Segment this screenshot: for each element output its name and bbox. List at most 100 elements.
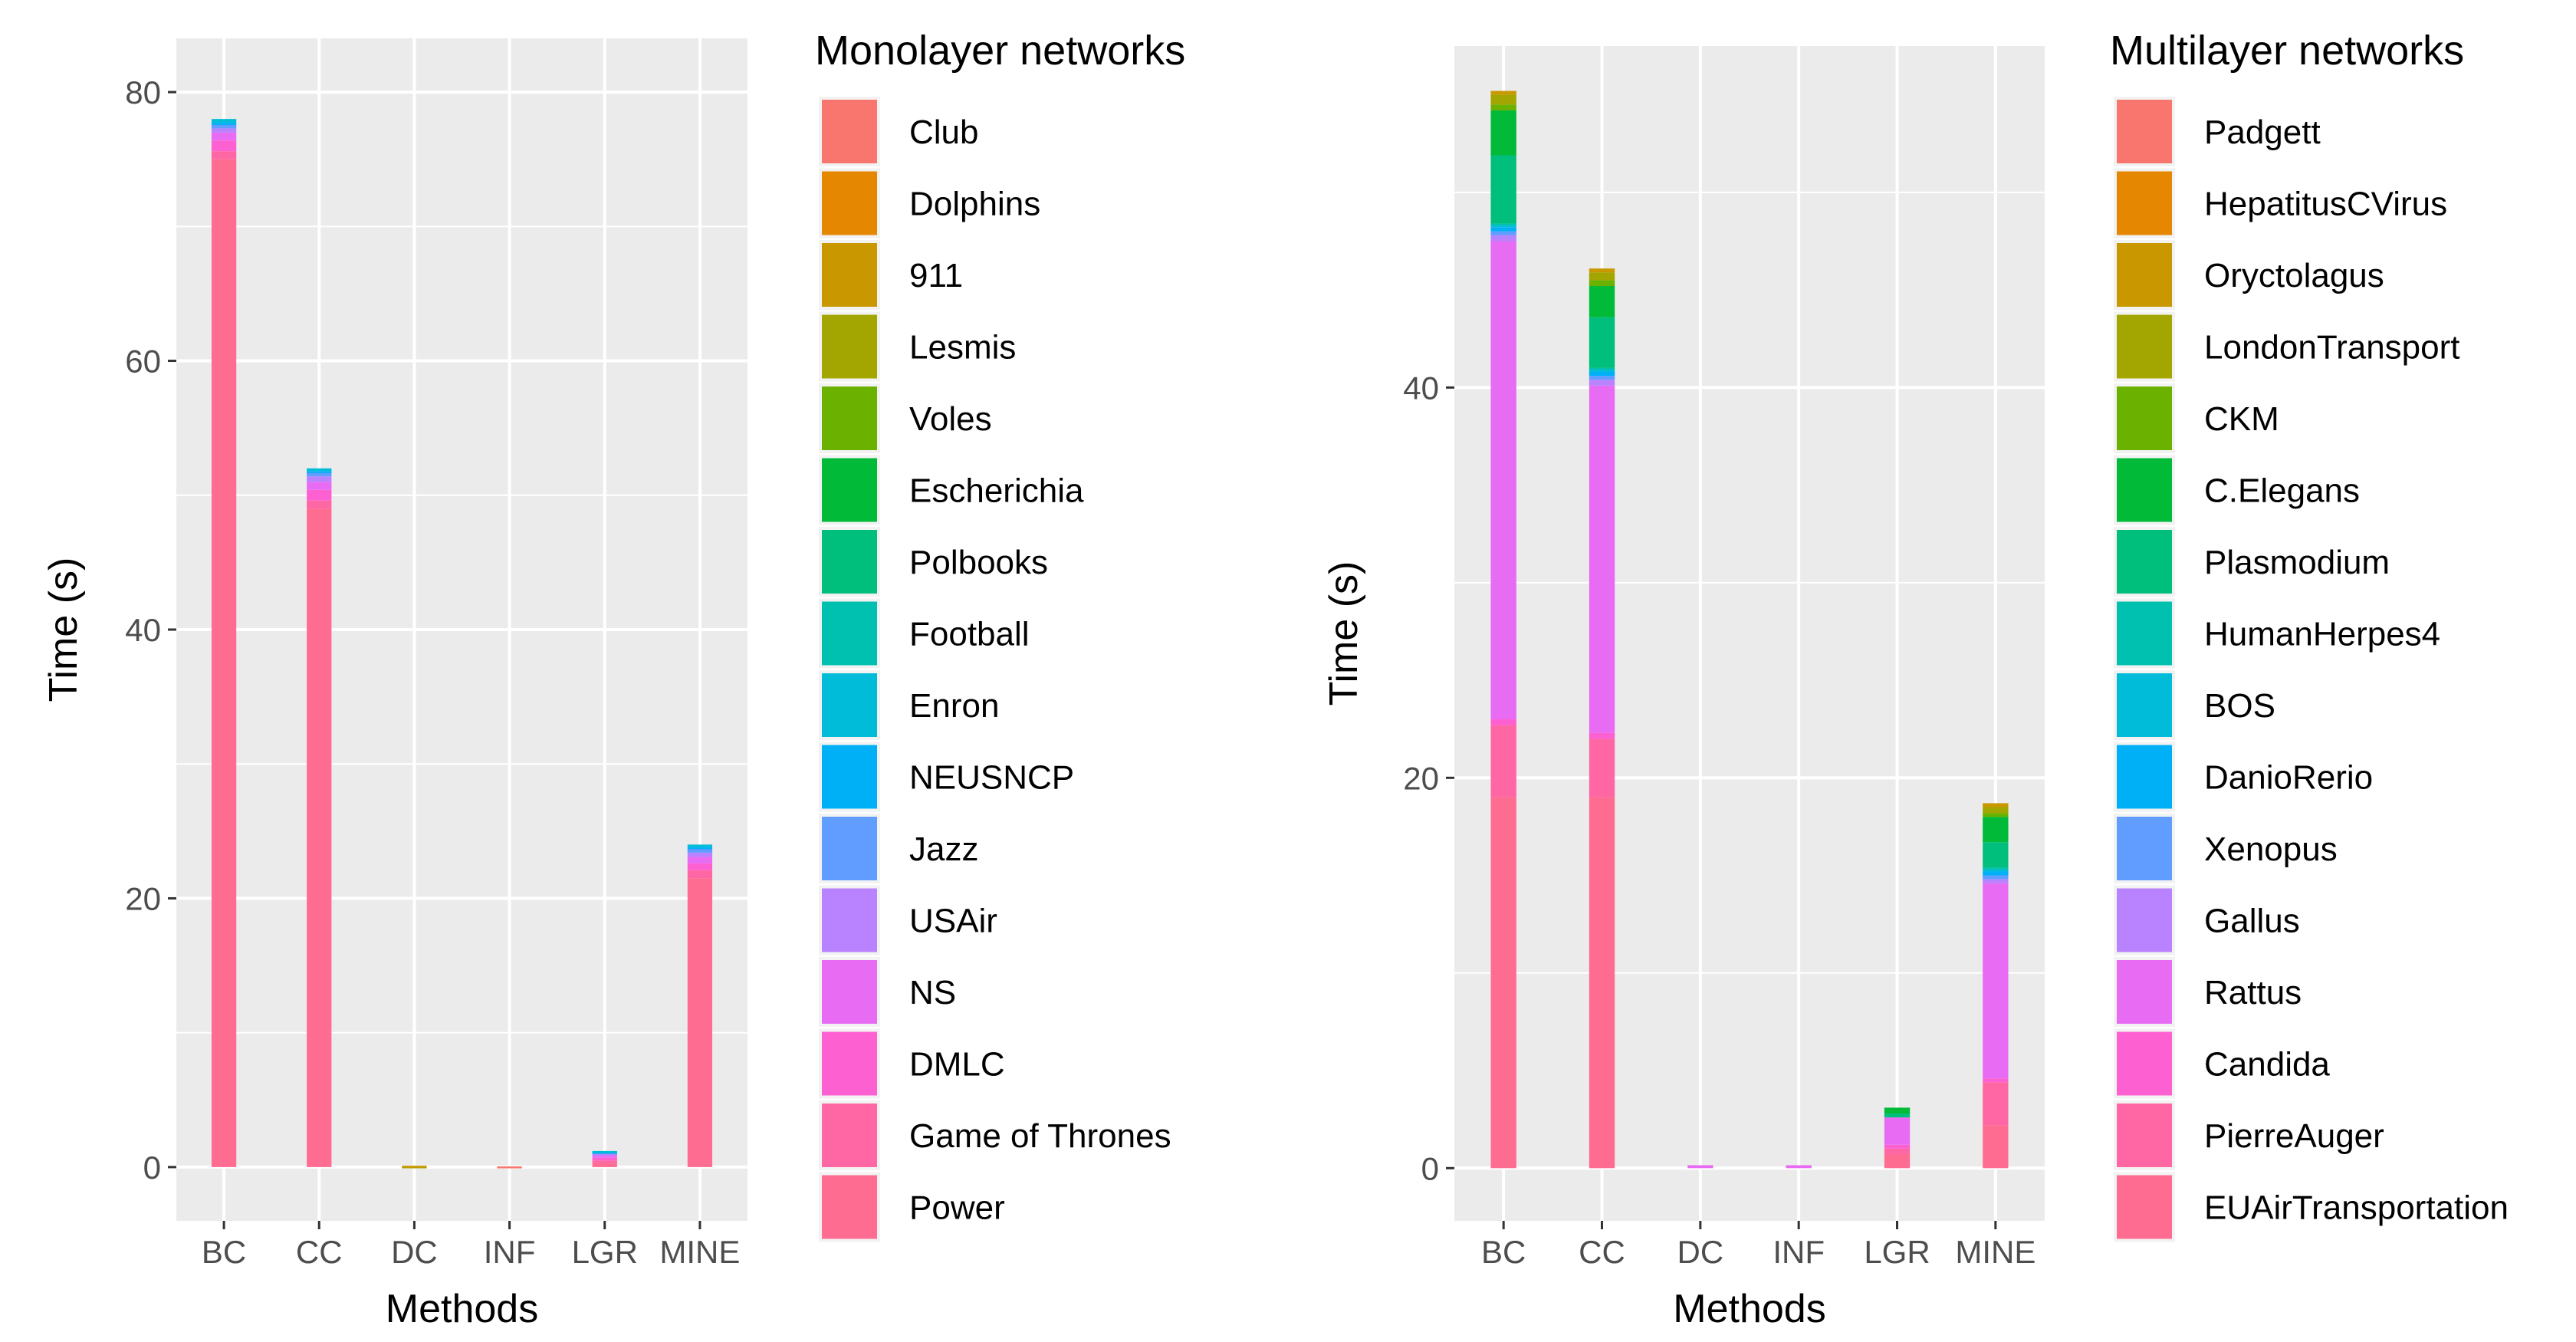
legend-swatch [822, 1031, 877, 1096]
bar-segment-bc-usair [211, 128, 237, 133]
legend-label: Football [909, 616, 1030, 653]
bar-segment-lgr-c-elegans [1884, 1107, 1911, 1114]
legend-label: Voles [909, 400, 992, 438]
x-tick-label: DC [391, 1234, 438, 1270]
bar-segment-bc-jazz [211, 124, 237, 129]
bar-segment-mine-jazz [687, 848, 713, 853]
legend-label: NEUSNCP [909, 759, 1074, 797]
bar-segment-cc-c-elegans [1589, 286, 1615, 317]
legend-label: Enron [909, 687, 999, 725]
plot-background [1454, 46, 2045, 1221]
legend-label: EUAirTransportation [2204, 1189, 2509, 1227]
bar-segment-cc-euairtransportation [1589, 797, 1615, 1169]
bar-segment-lgr-dmlc [592, 1157, 617, 1161]
bar-segment-mine-xenopus [1983, 875, 2009, 880]
bar-segment-cc-neusncp [307, 471, 332, 473]
x-tick-label: CC [1579, 1234, 1625, 1270]
x-tick-label: INF [484, 1234, 536, 1270]
legend-label: Rattus [2204, 974, 2302, 1011]
legend-swatch [822, 100, 877, 163]
multilayer-legend: Multilayer networks Padgett HepatitusCViru… [2110, 28, 2509, 1242]
bar-segment-cc-plasmodium [1589, 317, 1615, 368]
bar-segment-cc-usair [307, 476, 332, 482]
bar-segment-bc-c-elegans [1490, 110, 1516, 156]
y-axis-title: Time (s) [1322, 561, 1366, 706]
bar-segment-mine-oryctolagus [1983, 803, 2009, 808]
bar-segment-mine-enron [687, 844, 713, 847]
legend-swatch [2117, 1104, 2172, 1167]
legend-label: C.Elegans [2204, 472, 2360, 510]
legend-swatch [2117, 1031, 2172, 1096]
legend-swatch [822, 530, 877, 594]
x-axis-title: Methods [1673, 1287, 1825, 1331]
legend-swatch [2117, 673, 2172, 737]
legend-label: LondonTransport [2204, 329, 2459, 367]
legend-swatch [822, 601, 877, 666]
legend-label: Gallus [2204, 903, 2300, 940]
y-tick-label: 60 [125, 344, 161, 380]
bar-segment-dc-rattus [1687, 1165, 1714, 1169]
legend-swatch [822, 673, 877, 737]
bar-segment-bc-game-of-thrones [211, 151, 237, 160]
bar-segment-lgr-usair [592, 1153, 617, 1156]
bar-segment-cc-londontransport [1589, 272, 1615, 281]
legend-title: Multilayer networks [2110, 28, 2464, 74]
bar-segment-bc-gallus [1490, 235, 1516, 242]
y-tick-label: 0 [1421, 1150, 1439, 1186]
bar-segment-lgr-power [592, 1163, 617, 1167]
y-tick-label: 0 [143, 1150, 161, 1186]
legend-label: Lesmis [909, 329, 1016, 367]
legend-swatch [822, 1104, 877, 1167]
bar-segment-cc-pierreauger [1589, 738, 1615, 798]
y-tick-label: 40 [125, 612, 161, 648]
legend-swatch [822, 1175, 877, 1239]
bar-segment-mine-ns [687, 857, 713, 863]
bar-segment-cc-rattus [1589, 385, 1615, 733]
bar-segment-bc-candida [1490, 719, 1516, 725]
bar-segment-cc-gallus [1589, 380, 1615, 386]
bar-segment-lgr-candida [1884, 1144, 1911, 1149]
legend-label: PierreAuger [2204, 1117, 2384, 1155]
bar-segment-bc-enron [211, 119, 237, 123]
legend-swatch [822, 745, 877, 809]
y-axis-title: Time (s) [41, 558, 86, 702]
bar-segment-cc-game-of-thrones [307, 500, 332, 509]
bar-segment-cc-ns [307, 482, 332, 490]
legend-swatch [822, 458, 877, 522]
x-tick-label: LGR [572, 1234, 638, 1270]
bar-segment-lgr-euairtransportation [1884, 1154, 1911, 1169]
legend-swatch [2117, 458, 2172, 522]
legend-swatch [2117, 1175, 2172, 1239]
x-tick-label: BC [202, 1234, 246, 1270]
bar-segment-cc-power [307, 508, 332, 1167]
bar-segment-cc-candida [1589, 732, 1615, 739]
legend-swatch [2117, 817, 2172, 880]
bar-segment-mine-usair [687, 852, 713, 857]
bar-segment-cc-oryctolagus [1589, 268, 1615, 273]
bar-segment-cc-enron [307, 468, 332, 472]
bar-segment-cc-dmlc [307, 489, 332, 501]
legend-label: Game of Thrones [909, 1117, 1171, 1155]
bar-segment-mine-plasmodium [1983, 842, 2009, 868]
bar-segment-mine-bos [1983, 869, 2009, 872]
x-tick-label: LGR [1864, 1234, 1930, 1270]
legend-label: DanioRerio [2204, 759, 2373, 797]
x-tick-label: INF [1773, 1234, 1825, 1270]
x-tick-label: BC [1481, 1234, 1526, 1270]
legend-label: Dolphins [909, 186, 1040, 223]
bar-segment-lgr-rattus [1884, 1117, 1911, 1145]
legend-label: CKM [2204, 400, 2279, 438]
legend-label: 911 [909, 257, 963, 294]
legend-swatch [822, 817, 877, 880]
bar-segment-mine-dmlc [687, 863, 713, 870]
y-tick-label: 80 [125, 74, 161, 110]
legend-swatch [2117, 314, 2172, 379]
bar-segment-cc-xenopus [1589, 376, 1615, 380]
legend-label: Oryctolagus [2204, 257, 2384, 294]
bar-segment-cc-daniorerio [1589, 371, 1615, 377]
bar-segment-bc-londontransport [1490, 94, 1516, 105]
legend-swatch [2117, 386, 2172, 450]
legend-swatch [2117, 530, 2172, 594]
bar-segment-mine-neusncp [687, 847, 713, 850]
bar-segment-bc-daniorerio [1490, 227, 1516, 232]
